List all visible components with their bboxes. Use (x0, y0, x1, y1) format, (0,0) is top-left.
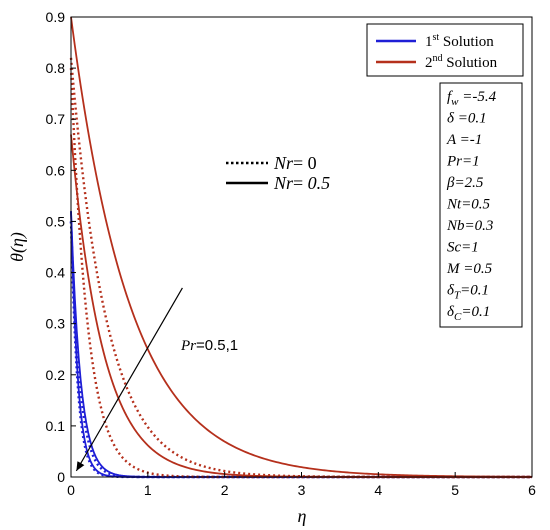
x-tick-label: 3 (298, 482, 306, 498)
parameter-value: =0.1 (460, 283, 489, 299)
y-tick-label: 0.4 (46, 265, 66, 281)
series-line-6 (69, 57, 532, 479)
parameter-value: =2.5 (454, 175, 483, 191)
x-tick-label: 0 (67, 482, 75, 498)
legend-label-nr-0: Nr= 0 (273, 153, 317, 173)
parameter-5: Nt=0.5 (446, 197, 491, 213)
parameter-value: =-1 (456, 132, 482, 148)
pr-annotation-arrow (75, 287, 183, 472)
y-tick-label: 0.8 (46, 60, 66, 76)
legend-nr05-eq: = (293, 173, 308, 193)
x-tick-label: 5 (451, 482, 459, 498)
parameter-symbol: β (446, 175, 455, 191)
parameter-value: =0.3 (465, 218, 494, 234)
parameter-value: =1 (462, 154, 480, 170)
y-tick-label: 0.1 (46, 418, 66, 434)
parameter-symbol: f (447, 89, 453, 105)
parameter-3: Pr=1 (446, 154, 480, 170)
legend-2nd-sup: nd (433, 53, 443, 64)
ticks-layer: 0 1 2 3 4 5 6 0 0.1 0.2 0.3 0.4 0.5 0.6 0.7 0.8 0.9 (46, 9, 537, 498)
parameter-symbol: A (446, 132, 457, 148)
legend-1st-sup: st (433, 32, 440, 43)
legend-nr05-value: 0.5 (308, 173, 331, 193)
parameter-subscript: T (454, 290, 461, 302)
parameter-symbol: δ (447, 283, 455, 299)
parameter-9: δT=0.1 (447, 283, 489, 302)
legend-nr05-symbol: Nr (273, 173, 294, 193)
y-tick-label: 0.6 (46, 162, 66, 178)
parameter-value: =-5.4 (459, 89, 497, 105)
x-tick-label: 1 (144, 482, 152, 498)
legend-1st-main: 1 (425, 34, 433, 50)
pr-annotation: Pr=0.5,1 (75, 287, 238, 472)
parameter-list: fw =-5.4δ =0.1A =-1Pr=1β=2.5Nt=0.5Nb=0.3… (446, 89, 497, 323)
parameter-symbol: Pr (446, 154, 462, 170)
y-tick-label: 0 (57, 469, 65, 485)
y-tick-label: 0.7 (46, 111, 66, 127)
parameter-4: β=2.5 (446, 175, 484, 191)
parameter-1: δ =0.1 (447, 111, 487, 127)
parameter-subscript: w (451, 96, 459, 108)
parameter-subscript: C (454, 311, 462, 323)
parameter-value: =0.1 (461, 304, 490, 320)
solution-legend-box (366, 23, 524, 77)
y-tick-label: 0.9 (46, 9, 66, 25)
parameter-symbol: δ (447, 304, 455, 320)
legend-label-2nd: 2nd Solution (425, 53, 498, 71)
parameter-symbol: Nt (446, 197, 462, 213)
parameter-symbol: δ (447, 111, 455, 127)
pr-annotation-value: =0.5,1 (196, 337, 238, 354)
x-axis-label: η (298, 506, 307, 526)
legend-1st-rest: Solution (439, 34, 494, 50)
parameter-7: Sc=1 (447, 240, 479, 256)
legend-nr0-symbol: Nr (273, 153, 294, 173)
parameter-symbol: Nb (446, 218, 465, 234)
parameter-value: =0.1 (454, 111, 487, 127)
x-tick-label: 2 (221, 482, 229, 498)
parameter-symbol: Sc (447, 240, 462, 256)
parameter-2: A =-1 (446, 132, 482, 148)
legend-label-nr-05: Nr= 0.5 (273, 173, 330, 193)
legend-nr0-eq: = (293, 153, 308, 173)
nr-style-legend: Nr= 0 Nr= 0.5 (226, 153, 330, 193)
y-tick-label: 0.2 (46, 367, 66, 383)
pr-annotation-label: Pr=0.5,1 (180, 337, 238, 354)
x-tick-label: 4 (374, 482, 382, 498)
parameter-box: fw =-5.4δ =0.1A =-1Pr=1β=2.5Nt=0.5Nb=0.3… (439, 82, 523, 328)
parameter-10: δC=0.1 (447, 304, 490, 323)
parameter-box-frame (439, 82, 523, 328)
parameter-value: =1 (461, 240, 479, 256)
y-tick-label: 0.3 (46, 316, 66, 332)
y-tick-label: 0.5 (46, 213, 66, 229)
legend-2nd-main: 2 (425, 55, 433, 71)
y-axis-label: θ(η) (7, 232, 28, 262)
legend-2nd-rest: Solution (443, 55, 498, 71)
legend-label-1st: 1st Solution (425, 32, 494, 50)
solution-legend: 1st Solution 2nd Solution (366, 23, 524, 77)
parameter-0: fw =-5.4 (447, 89, 497, 108)
parameter-8: M =0.5 (446, 261, 493, 277)
x-tick-label: 6 (528, 482, 536, 498)
legend-nr0-value: 0 (308, 153, 317, 173)
pr-annotation-symbol: Pr (180, 338, 196, 354)
parameter-symbol: M (446, 261, 461, 277)
parameter-value: =0.5 (460, 261, 493, 277)
parameter-6: Nb=0.3 (446, 218, 493, 234)
parameter-value: =0.5 (461, 197, 490, 213)
